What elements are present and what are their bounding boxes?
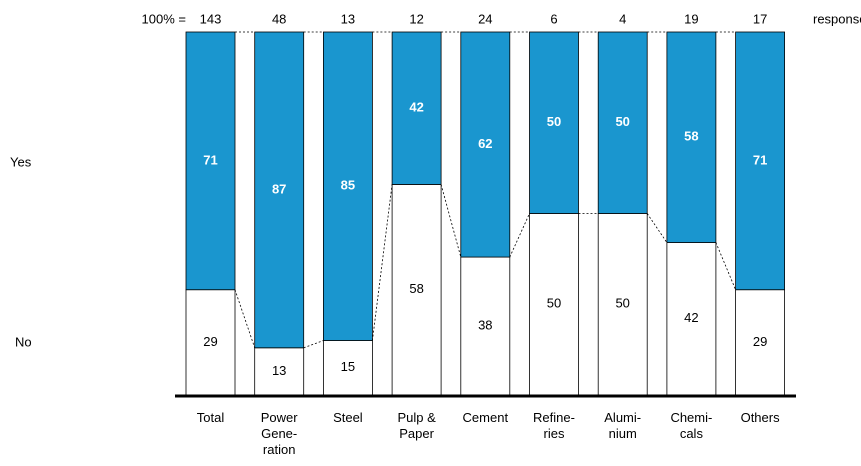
value-label: 85: [341, 178, 355, 193]
x-tick-label: Alumi- nium: [604, 410, 642, 441]
value-label: 15: [341, 359, 355, 374]
x-tick-label: Others: [740, 410, 780, 425]
bar-segment: [185, 31, 236, 291]
legend-label: Yes: [10, 154, 32, 169]
value-label: 13: [272, 363, 286, 378]
connector: [372, 184, 393, 341]
value-label: 42: [684, 310, 698, 325]
value-label: 71: [753, 152, 767, 167]
x-tick-label: Steel: [333, 410, 363, 425]
value-label: 50: [547, 114, 561, 129]
value-label: 38: [478, 317, 492, 332]
value-label: 50: [615, 114, 629, 129]
totals-unit: responses: [813, 11, 861, 26]
bar-segment: [185, 289, 236, 396]
connector: [509, 213, 530, 258]
connector: [646, 213, 668, 243]
x-tick-label: Pulp & Paper: [397, 410, 436, 441]
bar-segment: [460, 31, 511, 258]
bar-segment: [597, 31, 648, 214]
value-label: 71: [203, 152, 217, 167]
bar-segment: [460, 256, 511, 396]
bar-segment: [597, 213, 648, 396]
x-tick-label: Total: [196, 410, 225, 425]
x-tick-label: Chemi- cals: [670, 410, 713, 441]
total-label: 143: [200, 11, 222, 26]
bar-segment: [666, 31, 717, 243]
value-label: 58: [684, 129, 698, 144]
total-label: 13: [341, 11, 355, 26]
bar-segment: [391, 31, 442, 185]
bar-segment: [735, 31, 785, 291]
value-label: 42: [409, 100, 423, 115]
value-label: 62: [478, 136, 492, 151]
value-label: 50: [547, 296, 561, 311]
total-label: 48: [272, 11, 286, 26]
legend-label: No: [15, 334, 32, 349]
value-label: 58: [409, 281, 423, 296]
total-label: 19: [684, 11, 698, 26]
total-label: 17: [753, 11, 767, 26]
connector: [715, 242, 736, 290]
totals-label: 100% =: [142, 11, 186, 26]
x-tick-label: Refine- ries: [533, 410, 575, 441]
x-tick-label: Cement: [462, 410, 509, 425]
total-label: 24: [478, 11, 492, 26]
value-label: 29: [753, 334, 767, 349]
value-label: 29: [203, 334, 217, 349]
total-label: 4: [619, 11, 626, 26]
connector: [440, 184, 462, 258]
connector: [234, 289, 256, 348]
bar-segment: [735, 289, 785, 396]
value-label: 87: [272, 181, 286, 196]
total-label: 12: [409, 11, 423, 26]
bar-segment: [529, 31, 579, 214]
bar-segment: [322, 31, 373, 341]
bar-segment: [391, 184, 442, 396]
total-label: 6: [550, 11, 557, 26]
x-tick-label: Power Gene- ration: [260, 410, 298, 457]
connector: [303, 340, 324, 349]
bar-segment: [254, 31, 305, 349]
value-label: 50: [615, 296, 629, 311]
